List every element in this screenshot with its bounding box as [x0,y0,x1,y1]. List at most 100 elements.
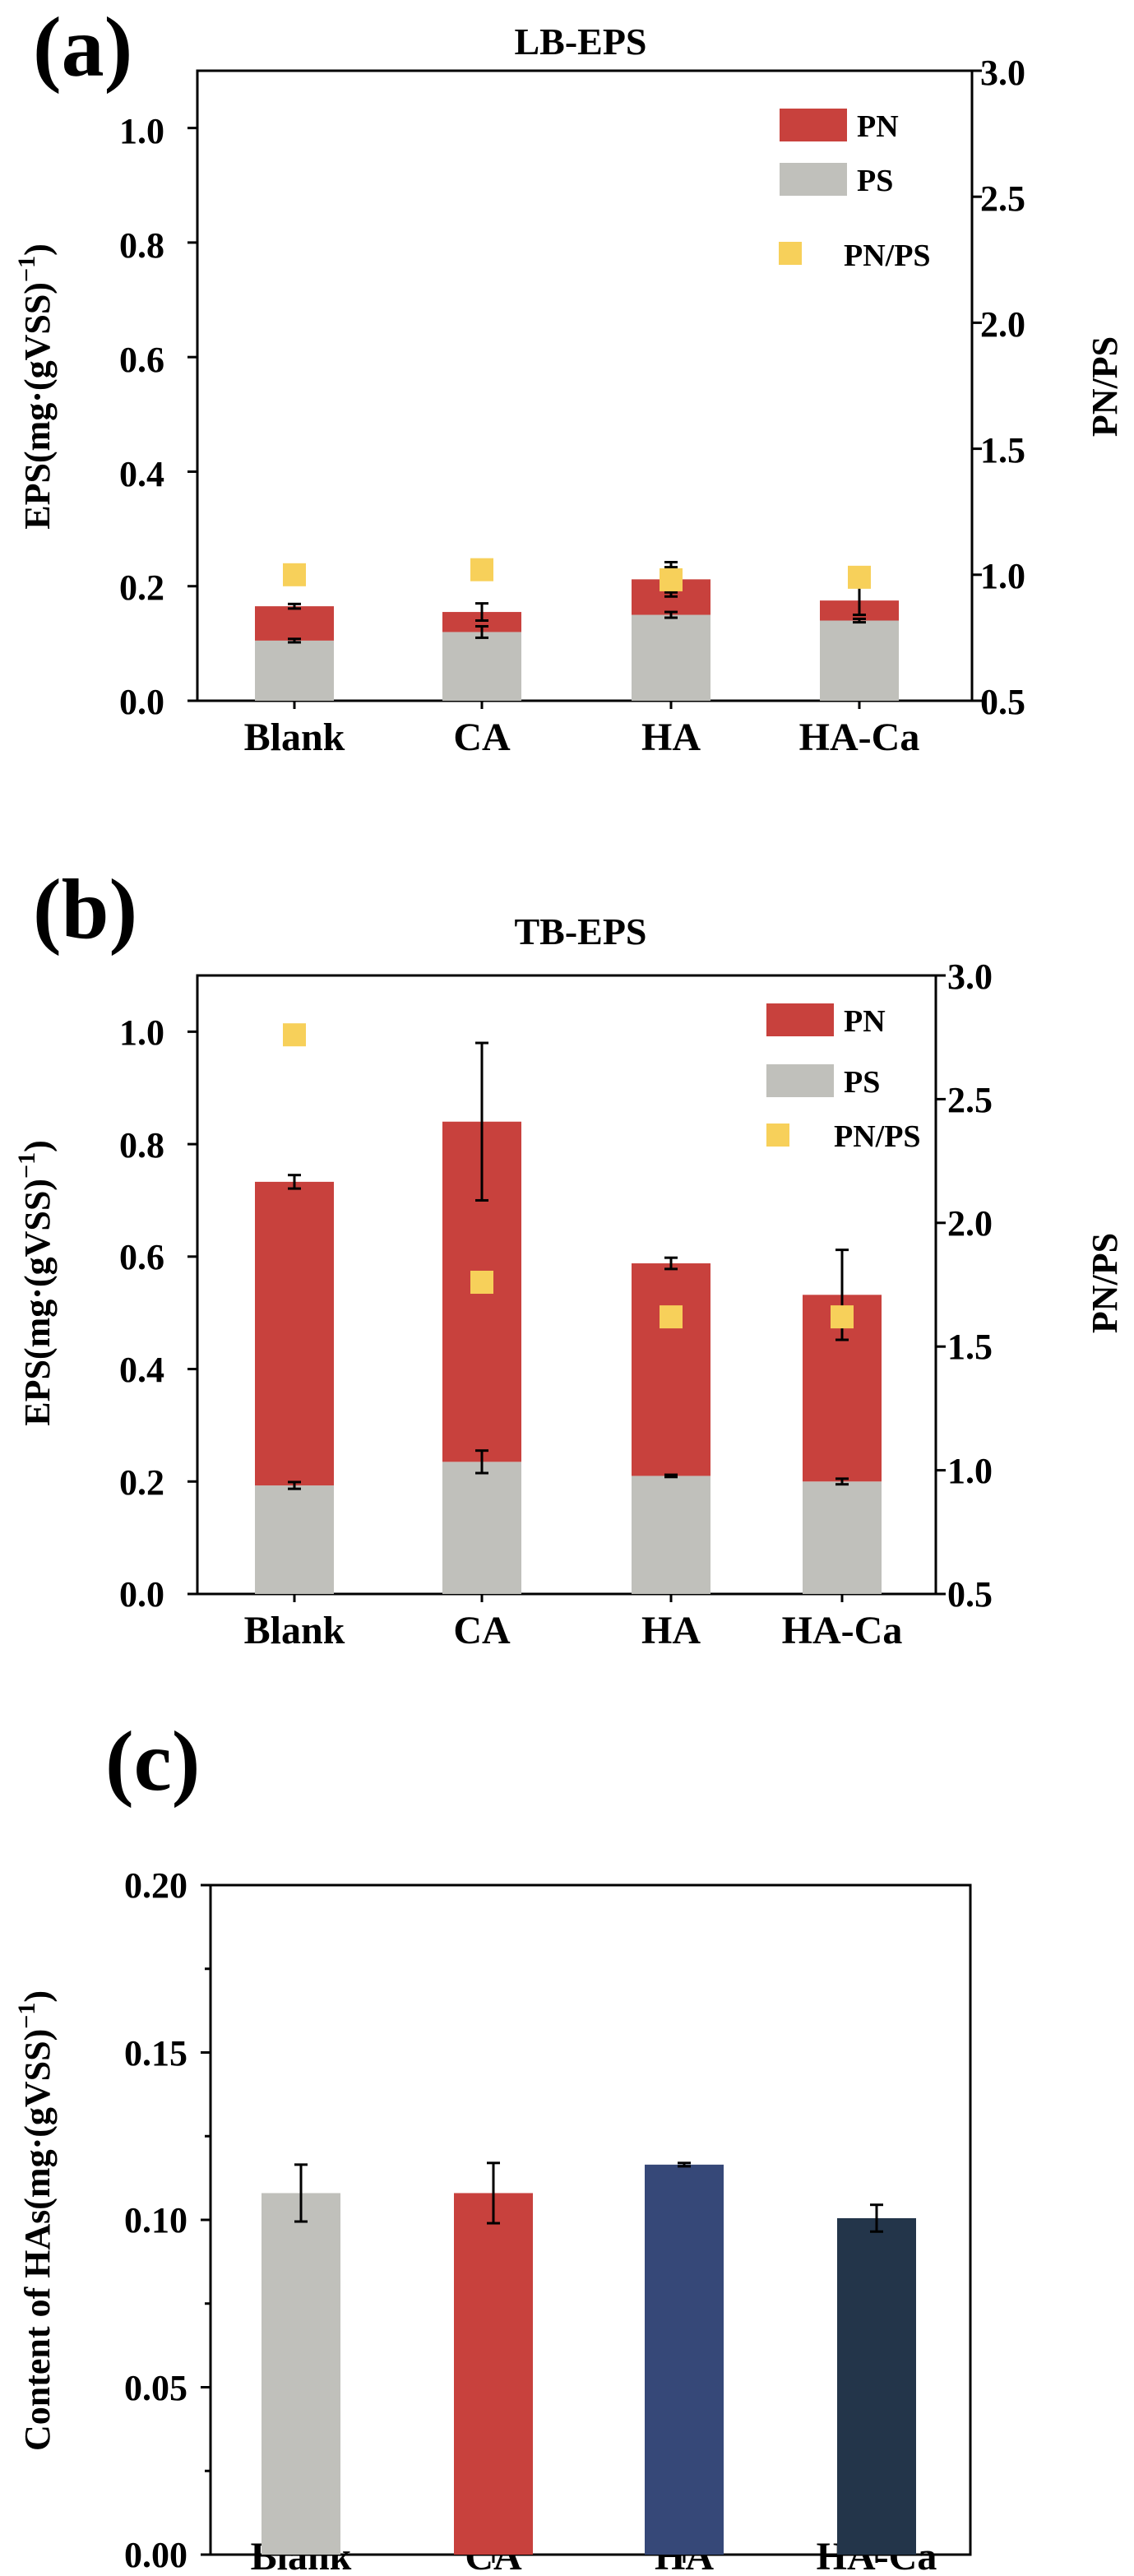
chart-a: (a) LB-EPS 0.0 0.2 0.4 0.6 0.8 1.0 0.5 1… [13,0,1125,759]
y-axis-title-close: ) [17,1990,58,2003]
bar-ps-blank [255,640,334,701]
legend-swatch-ratio [766,1124,789,1147]
legend-a: PN PS PN/PS [779,109,931,273]
y-axis-title-text: EPS(mg·(gVSS) [17,282,58,530]
y-tick-label: 0.6 [119,1237,164,1277]
ratio-point-ha-ca [848,565,871,589]
legend-swatch-ratio [779,242,802,265]
legend-swatch-ps [766,1064,834,1097]
y2-tick-label: 0.5 [980,682,1025,722]
y-tick-label: 0.00 [124,2535,187,2575]
ratio-point-ca [470,558,493,581]
bar-ha-ca [837,2217,916,2555]
bar-ps-ha-ca [820,620,899,701]
chart-title-b: TB-EPS [514,910,646,952]
y-tick-label: 0.2 [119,568,164,608]
y-tick-label: 0.4 [119,454,164,494]
ratio-point-blank [283,563,306,586]
y2-tick-label: 1.5 [980,430,1025,470]
bar-ps-ha [632,614,710,701]
ratio-point-ha-ca [831,1305,854,1329]
chart-c: (c) 0.00 0.05 0.10 0.15 0.20 Blank CA HA… [13,1714,972,2576]
y-tick-label: 0.6 [119,340,164,380]
bar-ps-ha-ca [803,1481,882,1594]
y2-tick-labels-a: 0.5 1.0 1.5 2.0 2.5 3.0 [980,53,1025,722]
bar-ps-ha [632,1476,710,1594]
x-tick-label: HA [641,716,701,759]
x-tick-label: Blank [244,716,345,759]
y-tick-label: 0.0 [119,1574,164,1615]
legend-label-ps: PS [857,164,893,198]
y-axis-title-close: ) [17,1140,58,1152]
x-tick-label: HA-Ca [782,1609,903,1652]
bar-pn-blank [255,1181,334,1486]
y2-axis-title-a: PN/PS [1085,336,1125,437]
legend-label-ps: PS [844,1065,880,1100]
y2-tick-label: 2.0 [947,1203,993,1244]
bar-blank [262,2193,340,2555]
legend-label-ratio: PN/PS [834,1119,921,1154]
chart-b: (b) TB-EPS 0.0 0.2 0.4 0.6 0.8 1.0 0.5 1… [13,862,1125,1652]
ratio-point-blank [283,1023,306,1047]
y2-axis-title-b: PN/PS [1085,1233,1125,1333]
y2-tick-label: 1.0 [947,1451,993,1491]
bar-ca [454,2193,533,2555]
legend-label-pn: PN [857,109,899,144]
y2-tick-label: 2.5 [947,1080,993,1120]
y-tick-label: 1.0 [119,111,164,151]
y2-tick-label: 1.0 [980,556,1025,596]
y2-tick-label: 3.0 [980,53,1025,93]
x-tick-label: HA-Ca [799,716,920,759]
y-axis-title-b: EPS(mg·(gVSS)−1) [13,1140,58,1425]
y-tick-label: 0.05 [124,2368,187,2408]
y-tick-label: 0.8 [119,1125,164,1165]
y-axis-title-c: Content of HAs(mg·(gVSS)−1) [13,1990,58,2451]
y-axis-title-a: EPS(mg·(gVSS)−1) [13,243,58,529]
x-tick-labels-b: Blank CA HA HA-Ca [244,1609,903,1652]
y2-tick-label: 2.5 [980,178,1025,219]
x-tick-label: CA [453,716,511,759]
y-tick-labels-a: 0.0 0.2 0.4 0.6 0.8 1.0 [119,111,164,722]
legend-b: PN PS PN/PS [766,1003,921,1154]
legend-swatch-pn [766,1003,834,1036]
bar-ps-ca [442,1462,521,1594]
x-tick-label: Blank [244,1609,345,1652]
y-tick-label: 0.15 [124,2033,187,2073]
legend-swatch-pn [780,109,847,141]
ratio-point-ha [660,568,683,591]
panel-label-b: (b) [33,862,137,957]
y2-tick-labels-b: 0.5 1.0 1.5 2.0 2.5 3.0 [947,957,993,1615]
y-axis-title-sup: −1 [13,2003,40,2029]
legend-swatch-ps [780,163,847,196]
y-tick-labels-b: 0.0 0.2 0.4 0.6 0.8 1.0 [119,1012,164,1615]
x-tick-label: HA [641,1609,701,1652]
y-axis-title-sup: −1 [13,256,40,282]
bar-ps-ca [442,632,521,701]
y-tick-label: 0.10 [124,2200,187,2240]
y-axis-title-close: ) [17,243,58,256]
plot-frame-a [196,69,974,702]
plot-frame-b [196,974,937,1596]
y-tick-label: 0.0 [119,682,164,722]
y-tick-labels-c: 0.00 0.05 0.10 0.15 0.20 [124,1865,187,2575]
y-tick-label: 1.0 [119,1012,164,1053]
x-tick-label: CA [453,1609,511,1652]
chart-marks-a [187,69,982,709]
panel-label-a: (a) [33,0,132,95]
y2-tick-label: 0.5 [947,1574,993,1615]
legend-label-pn: PN [844,1004,886,1039]
bar-ps-blank [255,1485,334,1594]
y-axis-title-text: EPS(mg·(gVSS) [17,1179,58,1426]
y-tick-label: 0.20 [124,1865,187,1906]
y-tick-label: 0.8 [119,225,164,266]
y-tick-label: 0.4 [119,1350,164,1390]
ratio-point-ha [660,1305,683,1329]
bar-pn-blank [255,606,334,641]
y2-tick-label: 2.0 [980,304,1025,345]
y2-tick-label: 1.5 [947,1327,993,1367]
chart-marks-b [187,974,946,1602]
chart-marks-c [201,1883,916,2563]
panel-label-c: (c) [105,1714,200,1809]
legend-label-ratio: PN/PS [844,239,931,273]
